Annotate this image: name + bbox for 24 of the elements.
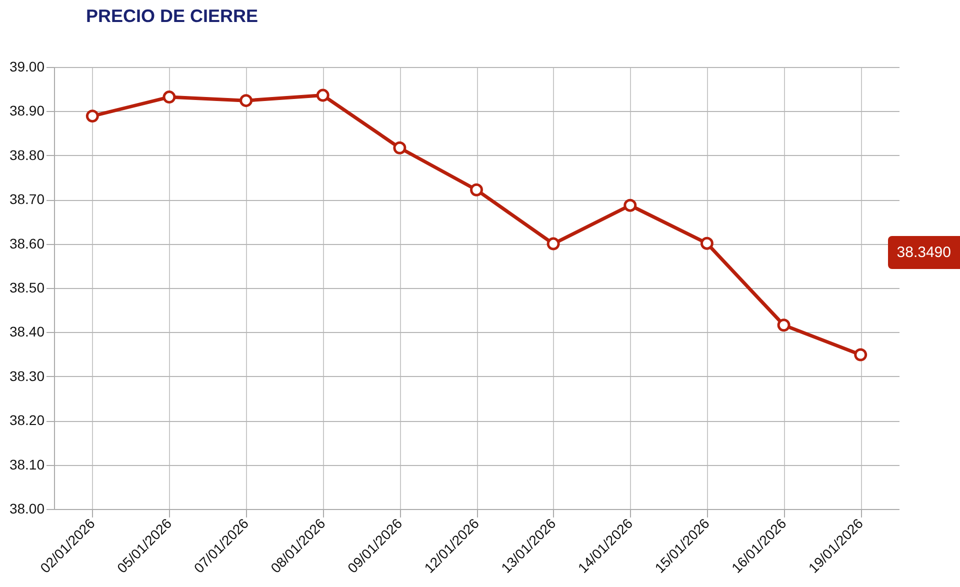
point bbox=[546, 237, 560, 250]
y-tick-label: 38.40 bbox=[9, 324, 45, 340]
y-tick-label: 38.30 bbox=[9, 368, 45, 384]
annotation: 38.3490 bbox=[888, 236, 960, 269]
y-tick-label: 38.60 bbox=[9, 235, 45, 252]
y-tick-label: 38.70 bbox=[9, 191, 45, 208]
point bbox=[700, 236, 714, 250]
y-tick-label: 38.10 bbox=[9, 456, 45, 472]
y-tick-label: 39.00 bbox=[9, 58, 45, 74]
y-tick-label: 38.20 bbox=[9, 412, 45, 428]
chart-title: PRECIO DE CIERRE bbox=[86, 6, 258, 27]
y-tick-label: 38.00 bbox=[9, 500, 45, 516]
point bbox=[393, 141, 406, 154]
y-tick-label: 38.90 bbox=[9, 102, 45, 119]
y-tick-label: 38.50 bbox=[9, 280, 45, 296]
y-tick-label: 38.80 bbox=[9, 146, 45, 163]
point bbox=[240, 94, 253, 108]
point bbox=[470, 183, 483, 196]
point bbox=[854, 348, 868, 362]
point bbox=[162, 90, 176, 104]
point bbox=[624, 198, 637, 212]
point bbox=[86, 110, 99, 123]
point bbox=[777, 318, 790, 332]
point bbox=[316, 88, 330, 102]
